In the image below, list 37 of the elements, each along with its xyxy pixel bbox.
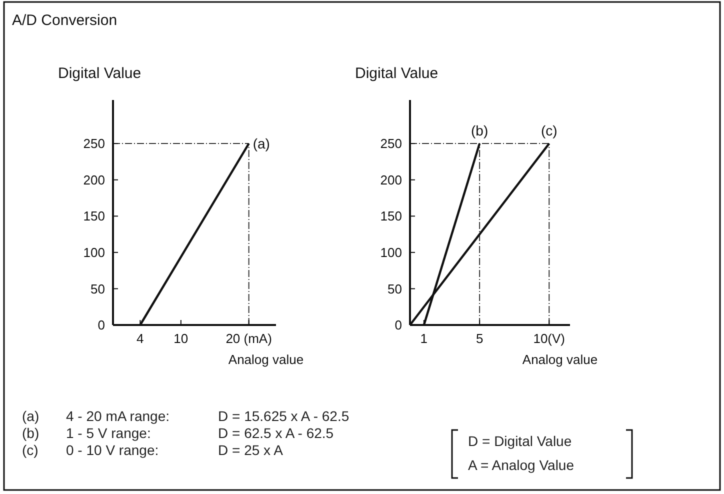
y-tick-label: 100 xyxy=(380,244,402,260)
text: D = 15.625 x A - 62.5 xyxy=(218,408,350,424)
text: D = 25 x A xyxy=(218,442,284,458)
y-tick-label: 150 xyxy=(83,208,105,224)
text: D = 62.5 x A - 62.5 xyxy=(218,425,334,441)
chart-title: A/D Conversion xyxy=(12,12,118,29)
text: A = Analog Value xyxy=(468,457,574,473)
y-tick-label: 0 xyxy=(394,318,402,333)
text: D = Digital Value xyxy=(468,433,572,449)
x-tick-label: 1 xyxy=(420,331,428,346)
x-tick-label: 4 xyxy=(136,331,144,346)
x-tick-label: 10 xyxy=(174,331,188,346)
x-tick-label: 5 xyxy=(476,331,484,346)
y-tick-label: 250 xyxy=(83,136,105,152)
text: 4 - 20 mA range: xyxy=(66,408,170,424)
y-tick-label: 200 xyxy=(380,172,402,188)
series-label: (a) xyxy=(252,135,270,152)
x-axis-title: Analog value xyxy=(522,352,598,367)
series-label: (c) xyxy=(540,122,558,139)
y-tick-label: 250 xyxy=(380,136,402,152)
y-tick-label: 150 xyxy=(380,208,402,224)
series-label: (b) xyxy=(471,122,488,139)
y-tick-label: 200 xyxy=(83,172,105,188)
y-tick-label: 0 xyxy=(98,318,105,333)
y-tick-label: 50 xyxy=(90,281,105,296)
text: (b) xyxy=(22,425,40,441)
y-tick-label: 50 xyxy=(388,281,402,296)
text: (a) xyxy=(22,408,40,424)
text: 0 - 10 V range: xyxy=(66,442,159,458)
text: (c) xyxy=(22,442,38,458)
text: 1 - 5 V range: xyxy=(66,425,151,441)
x-tick-label: 20 (mA) xyxy=(226,331,272,346)
y-axis-title: Digital Value xyxy=(58,65,142,82)
y-tick-label: 100 xyxy=(83,244,105,260)
y-axis-title: Digital Value xyxy=(355,65,438,82)
x-axis-title: Analog value xyxy=(228,352,304,367)
x-tick-label: 10(V) xyxy=(533,331,566,346)
